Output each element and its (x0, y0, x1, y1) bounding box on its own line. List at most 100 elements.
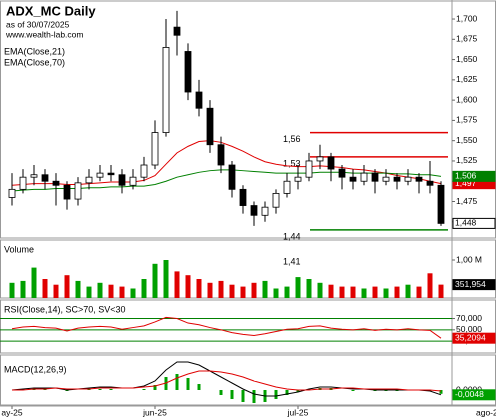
last-value-label: -0,0048 (455, 389, 484, 399)
candle-body (140, 164, 148, 178)
histogram-bar (274, 390, 278, 399)
source: www.wealth-lab.com (5, 29, 83, 39)
candle-body (195, 91, 203, 109)
candle-body (74, 182, 82, 200)
last-value-label: 351,954 (455, 279, 486, 289)
y-tick-label: 1,700 (456, 13, 478, 23)
x-tick-label: ago-25 (476, 407, 496, 417)
candle-body (327, 156, 335, 170)
volume-bar (141, 279, 147, 298)
candle-body (52, 180, 60, 186)
histogram-bar (230, 390, 234, 399)
y-tick-label: 1,525 (456, 155, 478, 165)
last-value-box (452, 217, 496, 229)
histogram-bar (439, 390, 443, 394)
volume-bar (383, 288, 389, 298)
volume-bar (295, 277, 301, 298)
histogram-bar (153, 385, 157, 390)
candle-body (63, 184, 71, 200)
volume-bar (416, 286, 422, 298)
candle-body (173, 26, 181, 36)
candle-body (404, 176, 412, 182)
histogram-bar (285, 390, 289, 395)
legend-entry: EMA(Close,21) (4, 46, 65, 56)
y-tick-label: 1,675 (456, 34, 478, 44)
volume-bar (317, 282, 323, 298)
volume-bar (42, 279, 48, 298)
chart-title: ADX_MC Daily (6, 3, 96, 18)
y-tick-label: 70,000 (456, 313, 482, 323)
histogram-bar (241, 390, 245, 402)
volume-bar (218, 280, 224, 298)
volume-bar (372, 286, 378, 298)
candle-body (8, 188, 16, 198)
volume-bar (196, 279, 202, 298)
indicator-line (11, 316, 442, 339)
y-tick-label: 1,550 (456, 135, 478, 145)
candle-body (239, 188, 247, 206)
candle-body (338, 168, 346, 178)
indicator-line (12, 370, 442, 392)
last-value-label: 1,506 (455, 171, 477, 181)
volume-bar (284, 286, 290, 298)
volume-bar (339, 286, 345, 298)
last-value-box (452, 389, 496, 401)
candle-body (41, 174, 49, 182)
histogram-bar (175, 374, 179, 390)
histogram-bar (109, 389, 113, 390)
y-tick-label: 50,000 (456, 324, 482, 334)
volume-bar (64, 275, 70, 298)
volume-bar (75, 280, 81, 298)
volume-bar (273, 288, 279, 298)
histogram-bar (98, 389, 102, 390)
candle-body (415, 176, 423, 182)
histogram-bar (219, 390, 223, 395)
panel-title: RSI(Close,14), SC>70, SV<30 (4, 304, 126, 314)
candle-body (371, 172, 379, 182)
volume-bar (108, 284, 114, 298)
volume-bar (174, 271, 180, 298)
candle-body (426, 180, 434, 186)
y-tick-label: 1,475 (456, 196, 478, 206)
ema-line (11, 140, 442, 186)
volume-bar (438, 284, 444, 298)
volume-bar (427, 273, 433, 298)
y-tick-label: 1,650 (456, 54, 478, 64)
last-value-label: 1,497 (455, 178, 477, 188)
last-value-box (452, 170, 496, 182)
volume-bar (130, 288, 136, 298)
x-tick-label: jul-25 (287, 407, 309, 417)
candle-body (206, 107, 214, 146)
last-value-box (452, 332, 496, 344)
candle-body (283, 180, 291, 194)
candle-body (19, 176, 27, 190)
candle-body (393, 176, 401, 182)
candle-body (217, 144, 225, 166)
last-value-label: 1,448 (455, 218, 477, 228)
candle-body (107, 172, 115, 176)
histogram-bar (142, 389, 146, 390)
histogram-bar (252, 390, 256, 403)
subtitle: as of 30/07/2025 (6, 19, 70, 29)
candle-body (129, 176, 137, 186)
volume-bar (31, 267, 37, 298)
level-label: 1,56 (283, 134, 301, 144)
volume-bar (251, 282, 257, 298)
candle-body (118, 174, 126, 186)
volume-bar (53, 284, 59, 298)
volume-bar (152, 263, 158, 298)
candle-body (294, 176, 302, 182)
volume-bar (86, 286, 92, 298)
volume-bar (207, 282, 213, 298)
candle-body (96, 172, 104, 178)
level-label: 1,53 (283, 158, 301, 168)
candle-body (85, 176, 93, 184)
candle-body (305, 160, 313, 178)
x-tick-label: jun-25 (142, 407, 167, 417)
candle-body (316, 156, 324, 162)
level-label: 1,44 (283, 231, 301, 241)
x-tick-label: ay-25 (1, 407, 23, 417)
histogram-bar (351, 390, 355, 391)
